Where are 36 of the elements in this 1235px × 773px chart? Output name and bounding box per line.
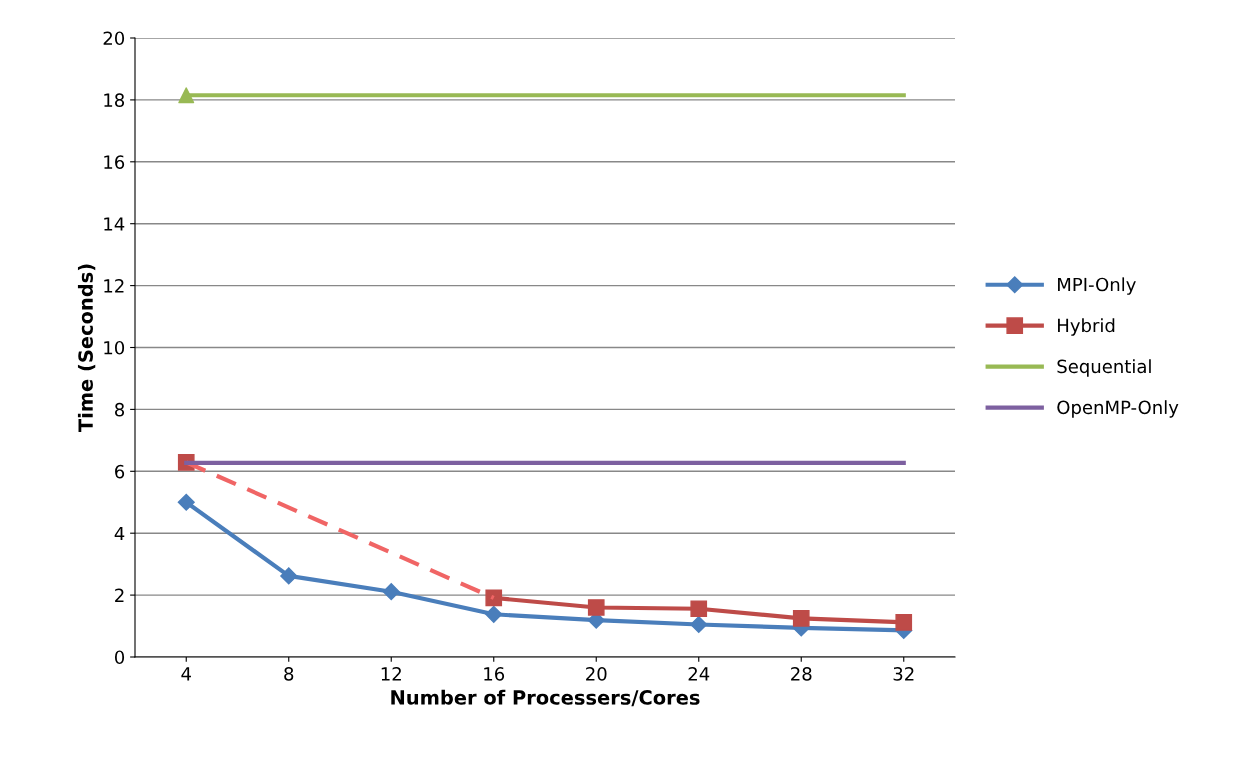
- x-tick-label: 32: [893, 667, 914, 681]
- y-tick-label: 2: [115, 588, 124, 602]
- y-axis-title: Time (Seconds): [77, 264, 96, 433]
- y-tick-label: 20: [103, 31, 125, 46]
- x-tick-label: 12: [381, 667, 401, 681]
- y-tick-label: 4: [114, 526, 125, 541]
- legend-label: Sequential: [1057, 359, 1151, 377]
- x-axis-title: Number of Processers/Cores: [391, 689, 700, 707]
- x-tick-label: 8: [284, 667, 294, 681]
- point: [587, 599, 605, 616]
- x-tick-label: 28: [791, 667, 812, 681]
- y-tick-label: 16: [104, 155, 125, 169]
- point: [485, 589, 503, 607]
- point: [895, 614, 913, 631]
- point: [690, 600, 708, 618]
- legend-label: MPI-Only: [1058, 277, 1136, 295]
- point: [382, 583, 400, 601]
- y-tick-label: 0: [114, 650, 125, 665]
- y-tick-label: 10: [104, 340, 125, 355]
- x-tick-label: 4: [181, 667, 191, 681]
- x-tick-label: 20: [586, 667, 607, 681]
- y-tick-label: 8: [115, 402, 125, 417]
- y-tick-label: 18: [104, 93, 125, 108]
- point: [690, 615, 708, 634]
- legend-label: OpenMP-Only: [1057, 400, 1179, 418]
- y-tick-label: 12: [104, 279, 124, 293]
- legend-label: Hybrid: [1058, 318, 1115, 336]
- point: [485, 605, 503, 623]
- y-tick-label: 6: [115, 464, 125, 479]
- y-tick-label: 14: [104, 217, 125, 231]
- point: [280, 567, 298, 585]
- point: [177, 493, 195, 511]
- x-tick-label: 16: [484, 667, 505, 681]
- x-tick-label: 24: [688, 667, 710, 681]
- point: [178, 87, 195, 104]
- point: [792, 609, 810, 627]
